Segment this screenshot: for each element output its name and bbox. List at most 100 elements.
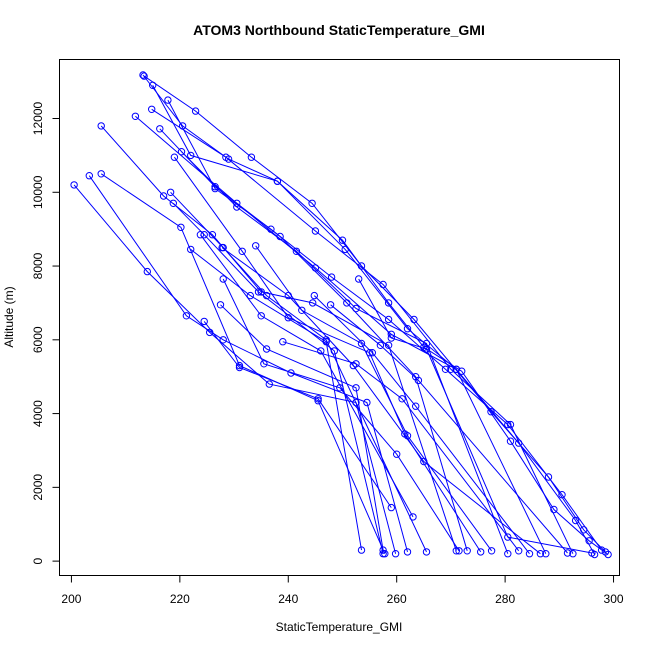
data-point	[317, 347, 325, 355]
data-point	[398, 395, 406, 403]
series-line	[358, 278, 592, 554]
data-point	[200, 317, 208, 326]
data-point	[140, 72, 148, 80]
data-point	[222, 153, 230, 161]
data-point	[403, 325, 412, 333]
series-19	[200, 317, 395, 512]
series-12	[70, 181, 400, 558]
data-point	[352, 304, 360, 313]
series-line	[330, 304, 568, 554]
data-point	[515, 547, 523, 555]
data-point	[338, 236, 347, 244]
series-16	[218, 243, 545, 558]
chart-title: ATOM3 Northbound StaticTemperature_GMI	[193, 22, 485, 38]
y-tick-label: 6000	[31, 326, 45, 353]
series-line	[159, 128, 468, 551]
y-tick-label: 12000	[31, 101, 45, 135]
data-point	[219, 336, 227, 344]
data-point	[139, 71, 147, 79]
data-point	[414, 376, 423, 385]
series-23	[310, 291, 534, 558]
data-point	[166, 188, 175, 197]
data-point	[164, 96, 172, 104]
data-point	[156, 125, 164, 133]
data-point	[97, 122, 105, 130]
data-point	[143, 267, 152, 276]
data-point	[196, 231, 205, 239]
data-point	[558, 491, 566, 499]
data-point	[177, 148, 186, 156]
series-8	[170, 153, 485, 556]
series-22	[279, 338, 523, 555]
y-axis: 0 2000 4000 6000 8000 10000 12000	[31, 101, 60, 564]
series-7	[177, 148, 512, 558]
series-layer	[70, 71, 612, 559]
data-point	[379, 280, 387, 289]
data-point	[588, 549, 596, 557]
data-point	[504, 533, 512, 541]
data-point	[376, 341, 385, 349]
data-point	[308, 199, 316, 208]
data-point	[452, 365, 460, 373]
data-point	[506, 420, 515, 429]
data-point	[352, 384, 360, 392]
data-point	[219, 275, 227, 283]
data-point	[571, 516, 580, 525]
data-point	[487, 547, 496, 555]
data-point	[314, 395, 322, 403]
data-point	[238, 247, 246, 256]
data-point	[525, 550, 534, 558]
series-line	[135, 115, 547, 554]
data-point	[273, 177, 282, 185]
data-point	[247, 153, 256, 161]
series-line	[152, 85, 596, 555]
data-point	[544, 473, 553, 481]
data-point	[422, 345, 431, 353]
data-point	[191, 107, 200, 115]
data-point	[246, 291, 255, 300]
data-point	[187, 245, 195, 254]
data-point	[384, 315, 393, 324]
series-6	[156, 125, 471, 555]
data-point	[569, 550, 577, 558]
y-tick-label: 4000	[31, 400, 45, 427]
data-point	[182, 312, 191, 320]
data-point	[148, 105, 156, 114]
data-point	[422, 339, 431, 348]
series-10	[166, 188, 431, 556]
x-tick-label: 240	[278, 592, 298, 606]
data-point	[409, 513, 417, 521]
data-point	[311, 227, 320, 235]
series-line	[282, 341, 520, 552]
data-point	[550, 505, 558, 514]
data-point	[412, 402, 420, 410]
data-point	[403, 432, 412, 440]
data-point	[597, 546, 606, 554]
y-tick-label: 8000	[31, 252, 45, 279]
x-tick-label: 220	[170, 592, 190, 606]
series-5	[131, 112, 550, 558]
x-tick-label: 260	[387, 592, 407, 606]
data-point	[235, 361, 244, 370]
x-axis: 200 220 240 260 280 300	[61, 575, 624, 606]
data-point	[403, 548, 412, 556]
data-point	[170, 153, 179, 161]
y-tick-label: 10000	[31, 175, 45, 209]
data-point	[97, 170, 105, 178]
data-point	[391, 550, 400, 558]
data-point	[357, 546, 366, 554]
data-point	[387, 334, 395, 342]
data-point	[504, 550, 512, 558]
data-point	[387, 503, 395, 512]
data-point	[149, 81, 157, 90]
data-point	[368, 349, 376, 357]
series-line	[313, 295, 530, 555]
data-point	[131, 112, 140, 121]
series-line	[73, 184, 397, 554]
series-15	[196, 231, 417, 521]
data-point	[563, 549, 572, 557]
data-point	[218, 243, 226, 252]
data-point	[265, 380, 273, 388]
data-point	[452, 547, 460, 555]
y-axis-label: Altitude (m)	[2, 286, 16, 347]
